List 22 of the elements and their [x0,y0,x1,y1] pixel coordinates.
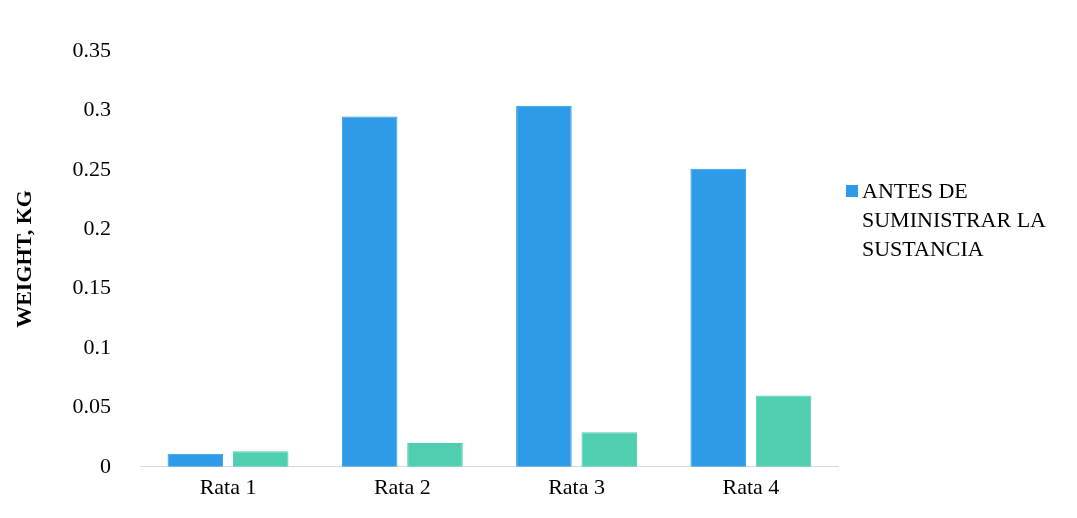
bar [407,443,463,467]
y-tick-label: 0.3 [83,96,111,122]
bar [581,432,638,467]
x-tick-label: Rata 2 [373,473,431,499]
x-tick-label: Rata 3 [548,473,605,499]
bar [516,105,572,467]
legend-label: ANTES DE SUMINISTRAR LA SUSTANCIA [862,177,1047,263]
bar [341,116,398,467]
y-tick-label: 0.05 [72,393,111,419]
y-tick-label: 0.35 [72,36,111,62]
y-tick-label: 0.15 [72,274,111,300]
y-tick-label: 0.25 [72,155,111,181]
bar [232,451,289,467]
bar [755,395,812,467]
bar [690,168,746,467]
x-tick-label: Rata 1 [199,473,257,499]
y-tick-label: 0.2 [83,215,111,241]
y-tick-label: 0.1 [83,333,111,359]
y-axis-title: WEIGHT, KG [10,190,36,328]
bar [167,453,224,467]
x-tick-label: Rata 4 [722,473,780,499]
y-tick-label: 0 [99,452,111,478]
